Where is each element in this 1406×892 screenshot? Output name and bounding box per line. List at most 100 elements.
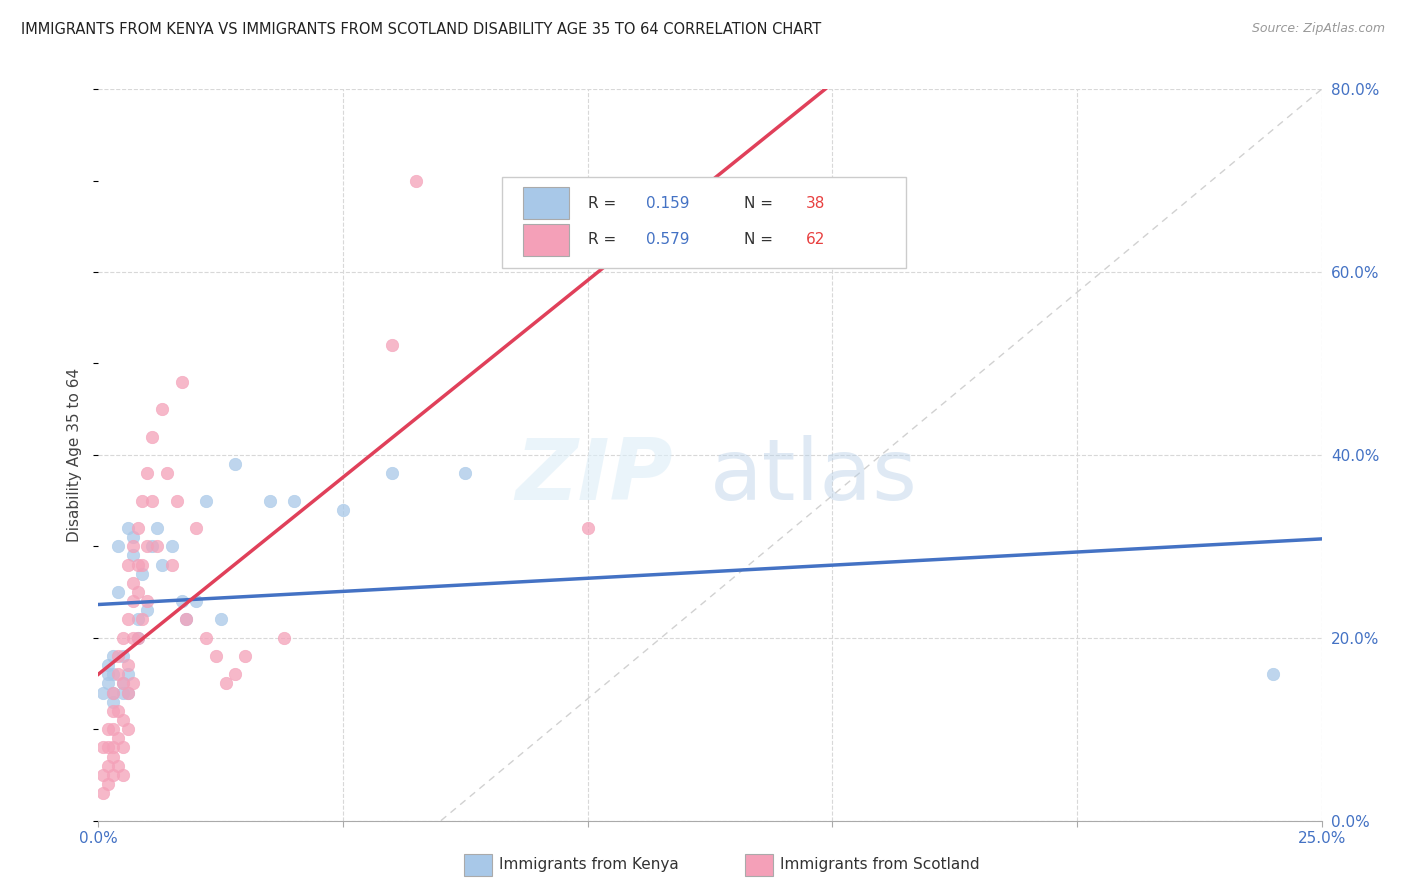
Point (195, 631, 218, 645)
Point (141, 539, 163, 553)
Point (111, 631, 134, 645)
Point (127, 558, 149, 572)
Point (150, 402, 173, 417)
Point (381, 338, 404, 352)
Point (117, 613, 139, 627)
Point (91, 685, 114, 699)
Point (136, 539, 159, 553)
Text: 38: 38 (806, 196, 825, 211)
Text: N =: N = (744, 196, 778, 211)
Point (156, 466, 179, 480)
Point (186, 594, 208, 608)
Point (121, 549, 143, 563)
Point (111, 685, 134, 699)
Point (97, 777, 120, 791)
Point (121, 631, 143, 645)
Point (136, 594, 159, 608)
Text: Immigrants from Kenya: Immigrants from Kenya (499, 857, 679, 871)
Point (195, 493, 218, 508)
Point (121, 539, 143, 553)
Point (121, 676, 143, 690)
Text: 62: 62 (806, 233, 825, 247)
Point (224, 667, 246, 681)
Point (405, 174, 427, 188)
Point (146, 521, 169, 535)
Point (150, 558, 173, 572)
Point (111, 676, 134, 690)
Text: IMMIGRANTS FROM KENYA VS IMMIGRANTS FROM SCOTLAND DISABILITY AGE 35 TO 64 CORREL: IMMIGRANTS FROM KENYA VS IMMIGRANTS FROM… (21, 22, 821, 37)
Point (121, 594, 143, 608)
Point (117, 667, 139, 681)
Point (170, 594, 193, 608)
Point (111, 713, 134, 727)
Point (127, 631, 149, 645)
Point (101, 667, 124, 681)
Point (111, 768, 134, 782)
Point (101, 695, 124, 709)
FancyBboxPatch shape (502, 177, 905, 268)
Point (160, 539, 183, 553)
Point (117, 723, 139, 737)
Text: R =: R = (588, 196, 621, 211)
Point (97, 723, 120, 737)
Point (111, 740, 134, 755)
Point (91, 786, 114, 800)
Point (576, 521, 599, 535)
Point (273, 631, 295, 645)
Point (107, 667, 129, 681)
Point (111, 649, 134, 664)
Point (107, 585, 129, 599)
Point (224, 457, 246, 471)
Point (101, 768, 124, 782)
Text: 0.579: 0.579 (647, 233, 690, 247)
Point (127, 521, 149, 535)
Point (127, 631, 149, 645)
Point (146, 539, 169, 553)
Point (160, 558, 183, 572)
Point (131, 493, 153, 508)
Bar (523, 224, 569, 256)
Point (97, 667, 120, 681)
Point (209, 613, 232, 627)
Y-axis label: Disability Age 35 to 64: Disability Age 35 to 64 (67, 368, 83, 542)
Point (97, 676, 120, 690)
Text: atlas: atlas (710, 435, 918, 518)
Bar (523, 187, 569, 219)
Point (117, 558, 139, 572)
Point (101, 740, 124, 755)
Text: Immigrants from Scotland: Immigrants from Scotland (780, 857, 980, 871)
Point (97, 758, 120, 772)
Point (117, 521, 139, 535)
Point (1261, 667, 1284, 681)
Point (117, 658, 139, 673)
Point (381, 466, 404, 480)
Point (131, 558, 153, 572)
Point (127, 585, 149, 599)
Point (91, 740, 114, 755)
Point (176, 613, 198, 627)
Point (127, 613, 149, 627)
Point (141, 430, 163, 444)
Point (332, 502, 354, 516)
Point (101, 723, 124, 737)
Point (111, 676, 134, 690)
Point (107, 731, 129, 746)
Point (117, 685, 139, 699)
Point (121, 530, 143, 544)
Point (259, 493, 281, 508)
Point (176, 613, 198, 627)
Point (101, 704, 124, 718)
Point (107, 704, 129, 718)
Point (91, 768, 114, 782)
Point (205, 649, 228, 664)
Point (136, 466, 159, 480)
Point (101, 685, 124, 699)
Text: Source: ZipAtlas.com: Source: ZipAtlas.com (1251, 22, 1385, 36)
Point (186, 521, 208, 535)
Point (97, 658, 120, 673)
Point (454, 466, 477, 480)
Point (170, 375, 193, 389)
Point (107, 539, 129, 553)
Point (131, 566, 153, 581)
Point (283, 493, 305, 508)
